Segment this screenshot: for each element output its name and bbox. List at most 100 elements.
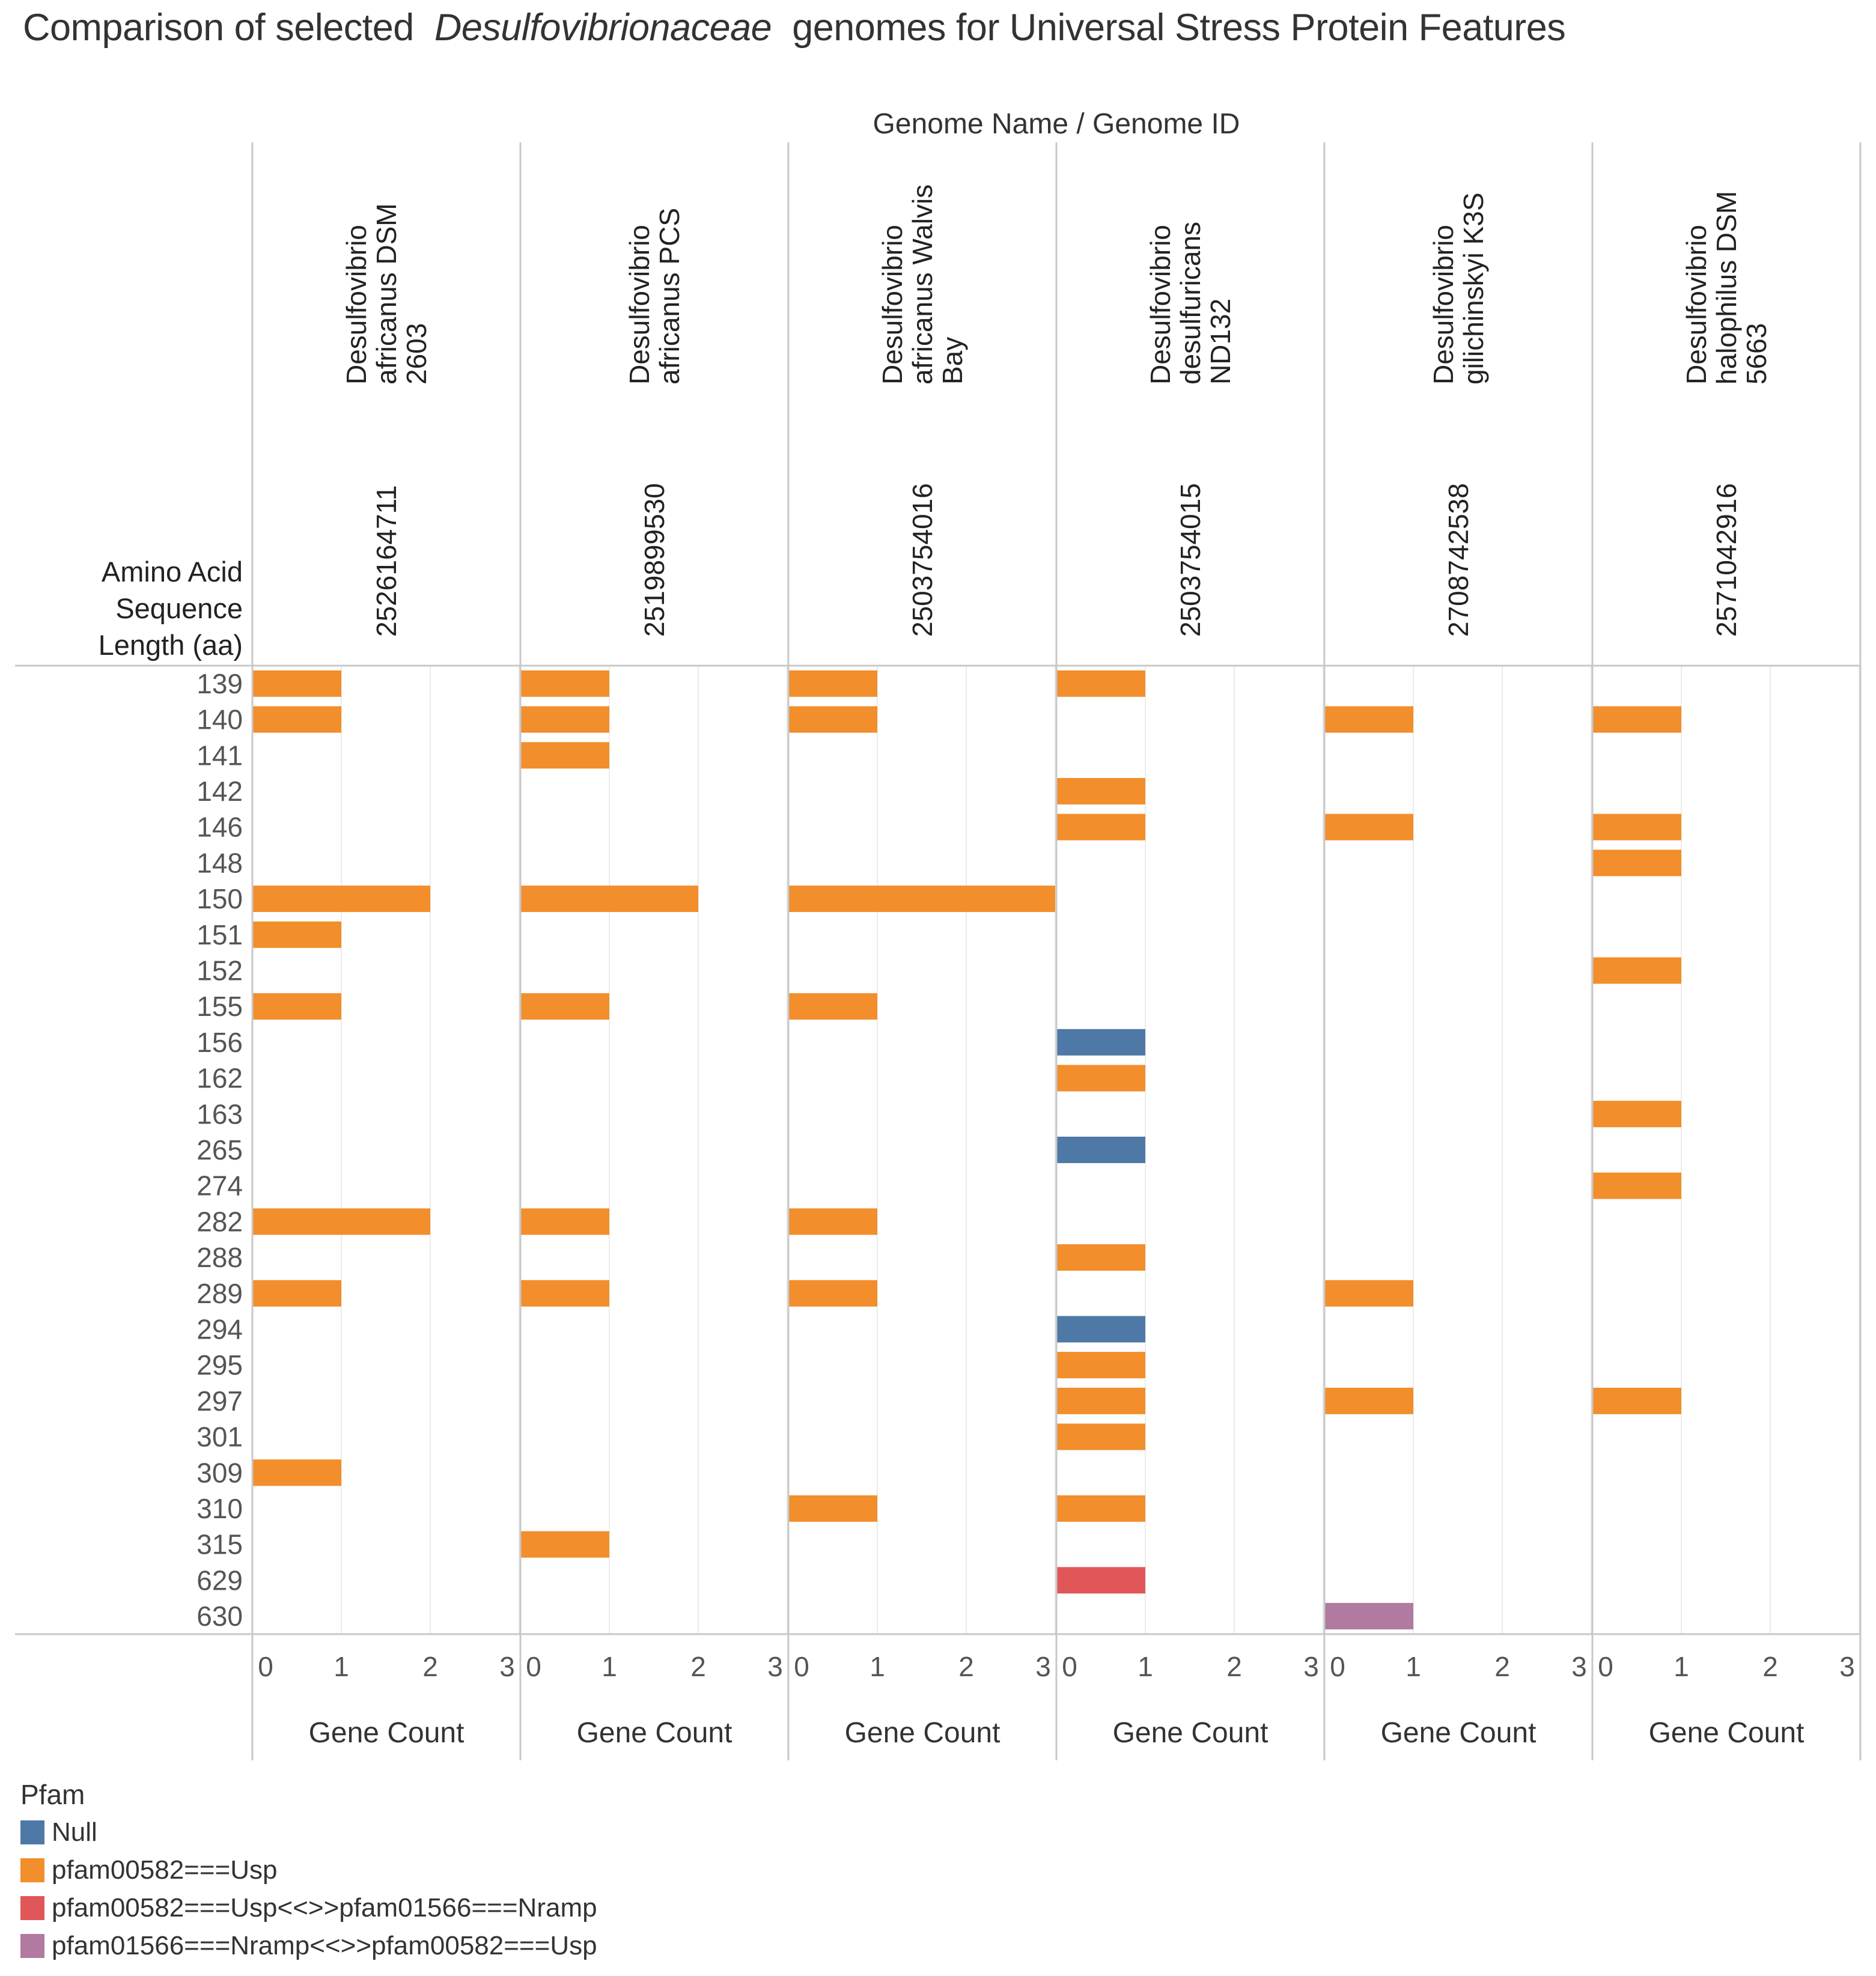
bar <box>788 993 877 1020</box>
genome-name-line: africanus Walvis <box>907 184 938 385</box>
bar <box>788 670 877 697</box>
legend-label: pfam00582===Usp<<>>pfam01566===Nramp <box>52 1892 597 1923</box>
category-label: 162 <box>196 1063 243 1094</box>
genome-id: 2571042916 <box>1711 483 1742 637</box>
genome-name-line: 2603 <box>401 323 432 385</box>
x-tick-label: 2 <box>690 1651 706 1682</box>
genome-name-line: Desulfovibrio <box>1681 225 1712 385</box>
x-tick-label: 3 <box>767 1651 783 1682</box>
bar <box>1056 1567 1145 1594</box>
bar <box>252 706 341 733</box>
genome-id: 2519899530 <box>639 483 670 637</box>
chart-title: Comparison of selected Desulfovibrionace… <box>23 6 1566 49</box>
legend-items: Null pfam00582===Usp pfam00582===Usp<<>>pf… <box>20 1813 597 1965</box>
x-tick-label: 0 <box>526 1651 541 1682</box>
category-label: 274 <box>196 1170 243 1202</box>
bar <box>252 921 341 948</box>
legend-item: pfam00582===Usp<<>>pfam01566===Nramp <box>20 1889 597 1927</box>
genome-name-line: ND132 <box>1205 299 1236 385</box>
category-label: 289 <box>196 1278 243 1309</box>
bar <box>1324 813 1413 841</box>
bar <box>1324 1603 1413 1630</box>
category-label: 295 <box>196 1349 243 1381</box>
bar <box>1056 1495 1145 1522</box>
bar <box>252 886 430 913</box>
category-label: 148 <box>196 847 243 878</box>
bar <box>1056 777 1145 804</box>
x-axis-title: Gene Count <box>845 1717 1000 1749</box>
x-tick-label: 2 <box>1494 1651 1510 1682</box>
genome-id: 2503754016 <box>907 483 938 637</box>
bar <box>520 993 609 1020</box>
x-tick-label: 3 <box>1839 1651 1855 1682</box>
title-suffix: genomes for Universal Stress Protein Fea… <box>792 7 1566 49</box>
category-label: 142 <box>196 776 243 807</box>
legend-swatch <box>20 1858 44 1882</box>
x-axis-title: Gene Count <box>1649 1717 1804 1749</box>
bar <box>1056 1244 1145 1271</box>
legend-item: pfam01566===Nramp<<>>pfam00582===Usp <box>20 1927 597 1965</box>
category-label: 151 <box>196 919 243 950</box>
bar <box>1592 1172 1681 1199</box>
genome-name-line: halophilus DSM <box>1711 191 1742 385</box>
bar <box>788 1208 877 1235</box>
x-tick-label: 1 <box>601 1651 617 1682</box>
legend-label: Null <box>52 1817 97 1847</box>
legend-swatch <box>20 1820 44 1844</box>
genome-name-line: Desulfovibrio <box>624 225 655 385</box>
bar <box>1056 1316 1145 1343</box>
bar <box>520 670 609 697</box>
category-label: 155 <box>196 991 243 1022</box>
bar <box>520 886 698 913</box>
x-tick-label: 0 <box>1330 1651 1345 1682</box>
x-tick-label: 1 <box>1137 1651 1153 1682</box>
category-label: 301 <box>196 1421 243 1453</box>
genome-name-line: Desulfovibrio <box>877 225 908 385</box>
x-axis-title: Gene Count <box>577 1717 732 1749</box>
bar <box>788 706 877 733</box>
category-label: 288 <box>196 1242 243 1273</box>
bar <box>520 1280 609 1307</box>
genome-id: 2503754015 <box>1175 483 1206 637</box>
x-tick-label: 3 <box>1571 1651 1587 1682</box>
x-tick-label: 3 <box>1303 1651 1319 1682</box>
bar <box>520 1531 609 1558</box>
category-label: 309 <box>196 1457 243 1488</box>
legend-swatch <box>20 1933 44 1958</box>
x-axis-title: Gene Count <box>1381 1717 1536 1749</box>
x-tick-label: 3 <box>499 1651 515 1682</box>
bar <box>1592 1387 1681 1414</box>
title-prefix: Comparison of selected <box>23 7 414 49</box>
category-label: 141 <box>196 740 243 771</box>
x-tick-label: 1 <box>1405 1651 1421 1682</box>
x-axis-title: Gene Count <box>309 1717 464 1749</box>
bar <box>788 1495 877 1522</box>
x-tick-label: 0 <box>1598 1651 1613 1682</box>
bar <box>788 1280 877 1307</box>
title-italic: Desulfovibrionaceae <box>434 7 772 49</box>
bar <box>788 886 1055 913</box>
genome-id: 2708742538 <box>1443 483 1474 637</box>
legend-item: pfam00582===Usp <box>20 1851 597 1889</box>
category-label: 140 <box>196 704 243 735</box>
bar <box>1592 850 1681 877</box>
x-tick-label: 1 <box>869 1651 885 1682</box>
category-label: 146 <box>196 812 243 843</box>
bar <box>1056 1423 1145 1450</box>
category-label: 156 <box>196 1027 243 1058</box>
x-tick-label: 1 <box>333 1651 349 1682</box>
usp-bar-chart: Genome Name / Genome ID Amino Acid Sequenc… <box>15 108 1862 1760</box>
bar <box>1056 670 1145 697</box>
x-tick-label: 2 <box>1226 1651 1242 1682</box>
category-label: 163 <box>196 1098 243 1129</box>
bar <box>1056 1136 1145 1163</box>
bar <box>252 670 341 697</box>
category-label: 152 <box>196 955 243 986</box>
genome-name-line: 5663 <box>1741 323 1772 385</box>
genome-name-line: Bay <box>937 337 968 385</box>
legend-label: pfam01566===Nramp<<>>pfam00582===Usp <box>52 1930 597 1960</box>
genome-name-line: gilichinskyi K3S <box>1458 192 1489 385</box>
row-header-line: Sequence <box>115 592 243 624</box>
bar <box>252 1459 341 1486</box>
category-label: 282 <box>196 1206 243 1237</box>
